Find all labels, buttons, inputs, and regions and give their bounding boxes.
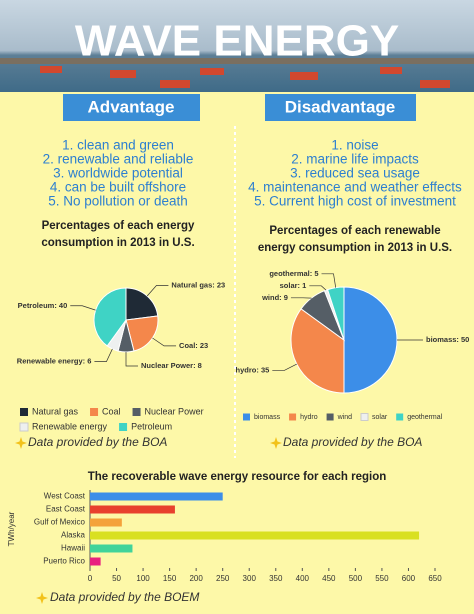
bar bbox=[90, 557, 101, 566]
data-label: biomass: 50 bbox=[426, 335, 469, 344]
leader-line bbox=[272, 363, 297, 371]
list-item: 3. reduced sea usage bbox=[290, 166, 420, 181]
legend-label: Coal bbox=[102, 406, 121, 416]
x-tick-label: 400 bbox=[296, 574, 310, 583]
y-tick-label: Hawaii bbox=[61, 544, 85, 553]
source-note: Data provided by the BOA bbox=[28, 435, 167, 449]
legend-swatch bbox=[243, 413, 250, 421]
legend-swatch bbox=[326, 413, 334, 421]
bar bbox=[90, 544, 133, 553]
legend-swatch bbox=[20, 408, 28, 416]
main-title: WAVE ENERGY bbox=[75, 17, 399, 66]
data-label: solar: 1 bbox=[280, 281, 307, 290]
sparkle-icon bbox=[36, 592, 48, 604]
list-item: 4. maintenance and weather effects bbox=[248, 180, 462, 195]
legend-label: hydro bbox=[300, 414, 318, 421]
data-label: Coal: 23 bbox=[179, 341, 208, 350]
legend-label: Nuclear Power bbox=[145, 406, 204, 416]
bar bbox=[90, 492, 223, 501]
legend-swatch bbox=[119, 423, 128, 431]
legend-label: Renewable energy bbox=[32, 421, 108, 431]
data-label: Nuclear Power: 8 bbox=[141, 361, 202, 370]
y-tick-label: Gulf of Mexico bbox=[34, 518, 86, 527]
list-item: 1. clean and green bbox=[62, 138, 174, 153]
data-label: Renewable energy: 6 bbox=[17, 357, 92, 366]
chart-title: Percentages of each renewable energy cons… bbox=[258, 225, 452, 254]
source-note: Data provided by the BOA bbox=[283, 435, 422, 449]
x-tick-label: 450 bbox=[322, 574, 336, 583]
source-note: Data provided by the BOEM bbox=[50, 590, 199, 604]
list-item: 4. can be built offshore bbox=[50, 180, 186, 195]
chart-title: The recoverable wave energy resource for… bbox=[88, 471, 387, 483]
bar bbox=[90, 505, 175, 514]
list-item: 5. Current high cost of investment bbox=[254, 194, 456, 209]
x-tick-label: 350 bbox=[269, 574, 283, 583]
y-axis-label: TWh/year bbox=[7, 511, 16, 546]
data-label: Petroleum: 40 bbox=[18, 301, 68, 310]
y-tick-label: Puerto Rico bbox=[43, 557, 85, 566]
x-tick-label: 250 bbox=[216, 574, 230, 583]
list-item: 3. worldwide potential bbox=[53, 166, 183, 181]
x-tick-label: 50 bbox=[112, 574, 121, 583]
x-tick-label: 0 bbox=[88, 574, 93, 583]
legend-swatch bbox=[396, 413, 404, 421]
y-tick-label: Alaska bbox=[61, 531, 86, 540]
buoys bbox=[40, 66, 450, 88]
leader-line bbox=[94, 348, 113, 362]
disadvantage-label: Disadvantage bbox=[285, 97, 396, 116]
list-item: 2. renewable and reliable bbox=[43, 152, 194, 167]
legend-label: Natural gas bbox=[32, 406, 79, 416]
leader-line bbox=[125, 352, 138, 367]
legend-label: geothermal bbox=[407, 414, 442, 421]
x-tick-label: 300 bbox=[243, 574, 257, 583]
x-tick-label: 600 bbox=[402, 574, 416, 583]
legend-label: biomass bbox=[254, 414, 281, 421]
bar bbox=[90, 518, 122, 527]
x-tick-label: 650 bbox=[428, 574, 442, 583]
leader-line bbox=[152, 337, 177, 347]
pier bbox=[0, 58, 474, 64]
sparkle-icon bbox=[270, 437, 282, 449]
list-item: 5. No pollution or death bbox=[48, 194, 188, 209]
advantage-box bbox=[63, 94, 200, 121]
y-tick-label: East Coast bbox=[46, 505, 86, 514]
leader-line bbox=[146, 285, 169, 297]
sparkle-icon bbox=[15, 437, 27, 449]
data-label: geothermal: 5 bbox=[269, 269, 318, 278]
list-item: 1. noise bbox=[331, 138, 378, 153]
legend-swatch bbox=[132, 408, 141, 416]
legend-swatch bbox=[19, 422, 29, 432]
x-tick-label: 200 bbox=[189, 574, 203, 583]
leader-line bbox=[309, 285, 327, 291]
x-tick-label: 550 bbox=[375, 574, 389, 583]
leader-line bbox=[321, 273, 337, 288]
y-tick-label: West Coast bbox=[44, 492, 86, 501]
data-label: hydro: 35 bbox=[236, 365, 270, 374]
advantage-label: Advantage bbox=[88, 97, 175, 116]
leader-line bbox=[70, 305, 96, 311]
data-label: Natural gas: 23 bbox=[171, 280, 225, 289]
list-item: 2. marine life impacts bbox=[291, 152, 419, 167]
x-tick-label: 150 bbox=[163, 574, 177, 583]
legend-label: wind bbox=[337, 414, 353, 421]
legend-swatch bbox=[289, 413, 297, 421]
legend-swatch bbox=[90, 408, 99, 416]
x-tick-label: 100 bbox=[136, 574, 150, 583]
chart-title: Percentages of each energy consumption in… bbox=[41, 220, 195, 249]
bar bbox=[90, 531, 420, 540]
legend-label: solar bbox=[372, 414, 388, 421]
x-tick-label: 500 bbox=[349, 574, 363, 583]
header-photo bbox=[0, 0, 474, 92]
data-label: wind: 9 bbox=[261, 293, 288, 302]
legend-swatch bbox=[360, 413, 369, 421]
disadvantage-box bbox=[265, 94, 416, 121]
legend-label: Petroleum bbox=[131, 421, 172, 431]
